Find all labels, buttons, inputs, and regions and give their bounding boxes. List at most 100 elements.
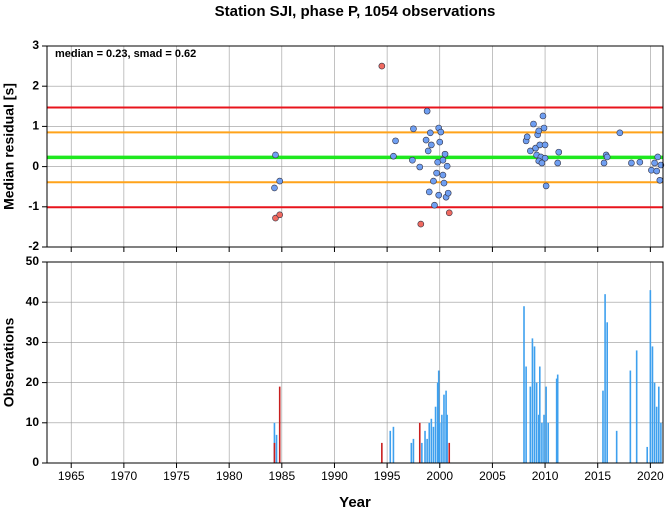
bar: [381, 442, 383, 463]
y-tick-label: -2: [28, 239, 39, 253]
x-tick-label: 1970: [111, 469, 138, 483]
point: [276, 177, 284, 185]
x-tick-label: 1965: [58, 469, 85, 483]
bar: [635, 350, 638, 463]
x-tick-label: 1985: [268, 469, 295, 483]
x-tick-label: 2020: [637, 469, 664, 483]
point: [542, 182, 550, 190]
point: [271, 184, 278, 192]
point: [657, 161, 665, 169]
bar: [445, 390, 447, 463]
point: [426, 129, 434, 137]
x-tick-label: 2005: [479, 469, 506, 483]
point: [538, 159, 546, 167]
bar: [436, 382, 439, 463]
annotation: median = 0.23, smad = 0.62: [55, 48, 196, 60]
y-tick-label: 10: [26, 415, 40, 429]
x-tick-label: 2010: [532, 469, 559, 483]
bar: [529, 386, 532, 463]
point: [390, 152, 397, 160]
point: [554, 159, 562, 167]
point: [600, 159, 608, 167]
bar: [392, 426, 395, 463]
point: [555, 148, 563, 156]
point: [523, 133, 531, 141]
bar: [555, 378, 558, 463]
bar: [525, 366, 527, 463]
point: [654, 153, 662, 161]
y-tick-label: 1: [32, 119, 39, 133]
bar: [412, 438, 415, 463]
y-tick-label: 3: [32, 38, 39, 52]
plot-frame: [46, 261, 664, 464]
bar: [629, 370, 632, 463]
point: [603, 153, 611, 161]
x-tick-label: 2000: [426, 469, 453, 483]
point: [439, 171, 447, 179]
bar: [432, 426, 435, 463]
point: [445, 209, 453, 217]
y-tick-label: 0: [32, 159, 39, 173]
y-tick-label: 2: [32, 78, 39, 92]
bar: [541, 422, 543, 463]
point: [444, 189, 452, 197]
bar: [418, 422, 421, 463]
bar: [410, 442, 413, 463]
bar: [545, 386, 547, 463]
point: [435, 191, 443, 199]
point: [440, 179, 448, 187]
y-axis-label: Median residual [s]: [1, 83, 17, 210]
point: [656, 176, 664, 184]
point: [530, 120, 537, 128]
bar: [275, 434, 278, 463]
point: [527, 147, 534, 155]
point: [416, 163, 424, 171]
bar: [657, 386, 660, 463]
bar: [606, 322, 608, 463]
bar: [649, 290, 652, 463]
point: [535, 127, 543, 135]
point: [423, 107, 431, 115]
point: [378, 62, 386, 70]
bar: [655, 406, 658, 463]
point: [433, 169, 440, 177]
bar: [523, 306, 525, 463]
bar: [602, 390, 604, 463]
point: [431, 201, 438, 209]
y-tick-label: 40: [26, 294, 40, 308]
point: [417, 220, 425, 228]
y-tick-label: 20: [26, 375, 40, 389]
bar: [539, 366, 541, 463]
y-tick-label: 30: [26, 335, 40, 349]
bar: [389, 430, 392, 463]
bar: [448, 442, 451, 463]
point: [439, 156, 447, 164]
bar: [443, 394, 445, 463]
point: [436, 138, 444, 146]
chart-title: Station SJI, phase P, 1054 observations: [215, 3, 496, 20]
point: [424, 147, 432, 155]
bar: [604, 294, 606, 463]
point: [410, 125, 417, 133]
point: [541, 154, 549, 162]
point: [437, 128, 445, 136]
bar: [434, 406, 437, 463]
bar: [660, 422, 662, 463]
point: [422, 136, 430, 144]
x-tick-label: 1980: [216, 469, 243, 483]
point: [428, 141, 435, 149]
point: [540, 124, 548, 132]
y-axis-label: Observations: [1, 318, 17, 408]
bar: [430, 418, 433, 463]
y-tick-label: 0: [32, 455, 39, 469]
bar: [651, 346, 654, 463]
bar: [543, 414, 545, 463]
point: [441, 150, 449, 158]
bar: [531, 338, 534, 463]
point: [392, 137, 399, 145]
y-tick-label: -1: [28, 199, 39, 213]
bar: [438, 422, 441, 463]
bar: [653, 382, 656, 463]
x-axis-label: Year: [339, 494, 371, 511]
